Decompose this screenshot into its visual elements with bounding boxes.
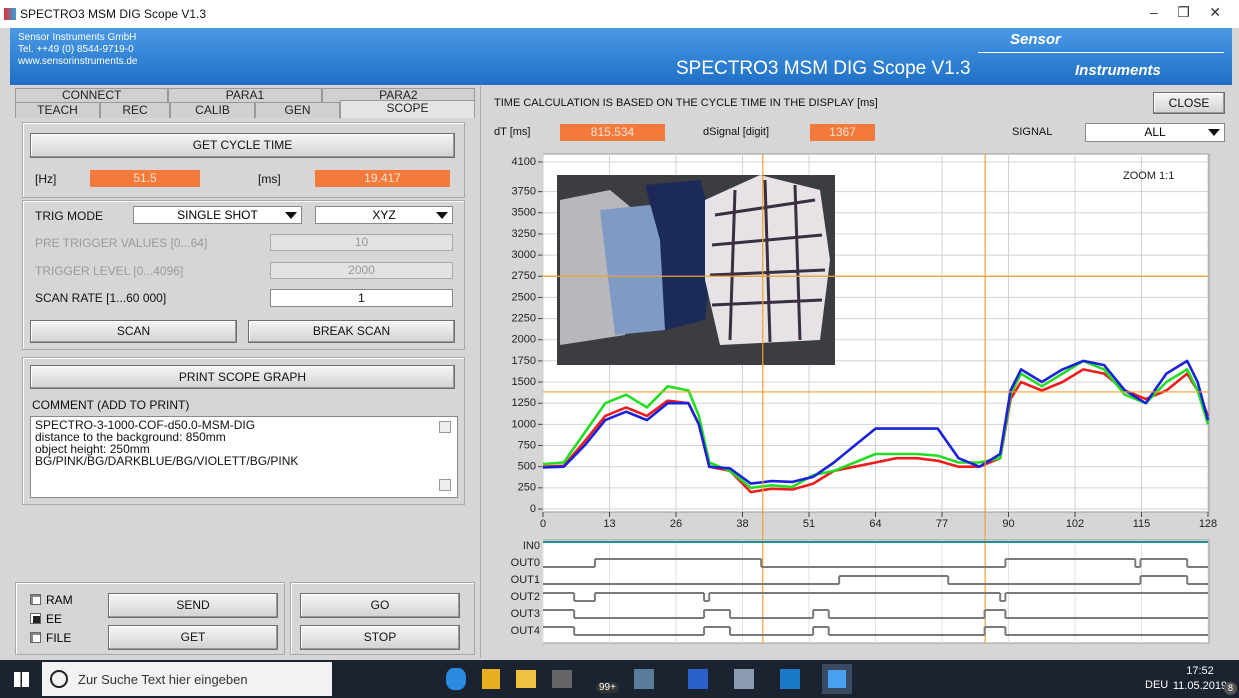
search-icon — [50, 670, 68, 688]
y-tick-label: 2250 — [512, 312, 536, 324]
y-tick-label: 750 — [518, 439, 536, 451]
x-tick-label: 0 — [540, 518, 546, 530]
language: DEU — [1145, 679, 1168, 691]
y-tick-label: 2750 — [512, 270, 536, 282]
app-icon[interactable] — [734, 669, 754, 689]
notification-count[interactable]: 8 — [1224, 682, 1237, 695]
clock-date: 11.05.2019 — [1172, 680, 1228, 692]
app-icon[interactable] — [780, 669, 800, 689]
y-tick-label: 1750 — [512, 355, 536, 367]
y-tick-label: 2500 — [512, 291, 536, 303]
x-tick-label: 128 — [1199, 518, 1217, 530]
signal-name: OUT3 — [511, 608, 540, 620]
y-tick-label: 1500 — [512, 376, 536, 388]
x-tick-label: 77 — [936, 518, 948, 530]
x-tick-label: 38 — [736, 518, 748, 530]
scope-chart: 0 250 500 750 1000 1250 1500 1750 2000 2250 2500 27… — [0, 0, 1239, 698]
signal-name: OUT2 — [511, 591, 540, 603]
x-tick-label: 13 — [603, 518, 615, 530]
x-tick-label: 51 — [803, 518, 815, 530]
app-icon[interactable] — [688, 669, 708, 689]
app-icon[interactable] — [634, 669, 654, 689]
y-tick-label: 3000 — [512, 249, 536, 261]
page: {"window":{"title":"SPECTRO3 MSM DIG Sco… — [0, 0, 1239, 698]
y-tick-label: 1250 — [512, 397, 536, 409]
search-box[interactable]: Zur Suche Text hier eingeben — [42, 662, 332, 696]
y-tick-label: 1000 — [512, 418, 536, 430]
y-tick-label: 250 — [518, 482, 536, 494]
signal-name: OUT0 — [511, 557, 540, 569]
app-icon[interactable] — [552, 670, 572, 688]
active-app[interactable] — [822, 664, 852, 694]
x-tick-label: 115 — [1133, 518, 1151, 530]
signal-name: OUT4 — [511, 625, 540, 637]
start-button[interactable] — [14, 672, 29, 687]
clock-time: 17:52 — [1178, 665, 1222, 677]
badge: 99+ — [596, 682, 619, 693]
signal-name: IN0 — [523, 540, 540, 552]
taskbar: Zur Suche Text hier eingeben 99+ DEU 17:… — [0, 660, 1239, 698]
x-tick-label: 102 — [1066, 518, 1084, 530]
signal-name: OUT1 — [511, 574, 540, 586]
x-tick-label: 90 — [1002, 518, 1014, 530]
y-tick-label: 3750 — [512, 186, 536, 198]
edge-icon[interactable] — [446, 668, 466, 690]
search-text: Zur Suche Text hier eingeben — [78, 672, 248, 687]
explorer-icon[interactable] — [516, 670, 536, 688]
y-tick-label: 0 — [530, 503, 536, 515]
x-tick-label: 64 — [869, 518, 881, 530]
x-tick-label: 26 — [670, 518, 682, 530]
y-tick-label: 3500 — [512, 207, 536, 219]
inset-photo — [557, 175, 835, 365]
store-icon[interactable] — [482, 669, 500, 689]
y-tick-label: 500 — [518, 461, 536, 473]
zoom-label: ZOOM 1:1 — [1123, 170, 1174, 182]
y-tick-label: 4100 — [512, 156, 536, 168]
y-tick-label: 3250 — [512, 228, 536, 240]
y-tick-label: 2000 — [512, 334, 536, 346]
